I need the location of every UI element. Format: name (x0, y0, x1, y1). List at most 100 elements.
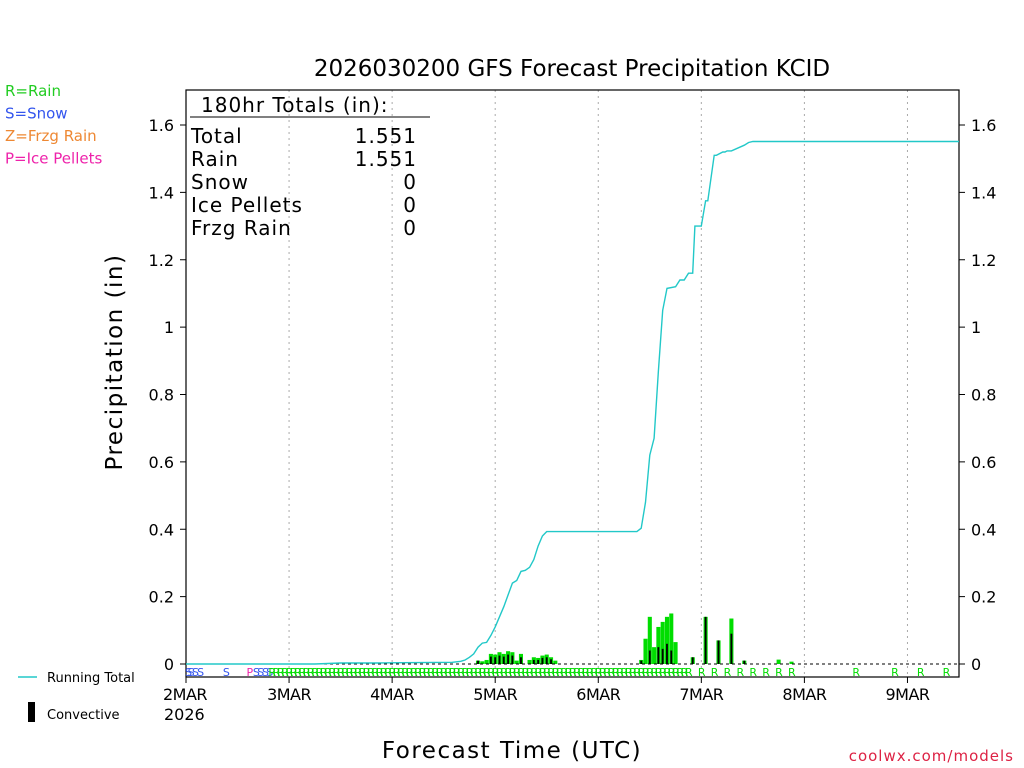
rain-bar (776, 659, 781, 664)
precip-type-marker: S (253, 666, 260, 679)
y-tick-label: 1.4 (149, 183, 174, 202)
rain-bar (664, 616, 670, 664)
rain-bar (647, 616, 652, 664)
x-tick-label: 2MAR (163, 685, 207, 704)
precip-type-marker: S (266, 666, 273, 679)
precip-type-marker: R (307, 666, 315, 679)
precip-type-marker: R (573, 666, 581, 679)
precip-type-marker: R (530, 666, 538, 679)
precip-type-marker: R (492, 666, 500, 679)
precip-type-marker: R (655, 666, 663, 679)
convective-bar (511, 655, 514, 664)
precip-type-marker: S (197, 666, 204, 679)
precip-type-marker: R (363, 666, 371, 679)
precip-type-marker: R (341, 666, 349, 679)
convective-bar (670, 650, 673, 664)
precip-type-marker: R (646, 666, 654, 679)
precip-type-marker: R (749, 666, 757, 679)
precip-type-marker: R (505, 666, 513, 679)
precip-type-marker: R (788, 666, 796, 679)
convective-bar (532, 659, 535, 664)
totals-row-value: 0 (403, 216, 417, 240)
precip-type-marker: R (496, 666, 504, 679)
precip-type-marker: R (535, 666, 543, 679)
totals-header: 180hr Totals (in): (201, 93, 389, 117)
precip-type-marker: R (281, 666, 289, 679)
precip-type-marker: R (273, 666, 281, 679)
precip-type-marker: R (329, 666, 337, 679)
precip-type-marker: R (736, 666, 744, 679)
precip-type-marker: S (262, 666, 269, 679)
y-tick-label-right: 0.4 (971, 520, 996, 539)
precip-type-marker: R (406, 666, 414, 679)
precip-type-marker: R (724, 666, 732, 679)
precip-type-marker: R (638, 666, 646, 679)
rain-bar (484, 659, 489, 664)
convective-bar (657, 647, 660, 664)
y-tick-label: 0.4 (149, 520, 174, 539)
convective-bar (489, 656, 492, 664)
precip-type-marker: R (625, 666, 633, 679)
precip-type-marker: R (698, 666, 706, 679)
y-tick-label: 1 (164, 318, 174, 337)
chart-title: 2026030200 GFS Forecast Precipitation KC… (314, 56, 830, 82)
y-tick-label-right: 0 (971, 655, 981, 674)
convective-bar (502, 656, 505, 664)
precip-type-marker: R (402, 666, 410, 679)
precip-type-marker: R (526, 666, 534, 679)
precip-type-marker: R (324, 666, 332, 679)
precip-type-marker: R (616, 666, 624, 679)
totals-row-label: Rain (191, 147, 239, 171)
convective-bar (520, 657, 522, 664)
convective-bar (730, 633, 733, 664)
precip-type-marker: R (565, 666, 573, 679)
precip-type-marker: R (599, 666, 607, 679)
y-tick-label: 1.6 (149, 116, 174, 135)
x-tick-label: 8MAR (782, 685, 826, 704)
precip-type-marker: R (943, 666, 951, 679)
y-tick-label: 0.6 (149, 453, 174, 472)
precip-type-marker: R (393, 666, 401, 679)
precip-type-marker: R (320, 666, 328, 679)
precip-type-marker: R (590, 666, 598, 679)
type-legend-entry: S=Snow (5, 105, 68, 123)
y-tick-label-right: 0.2 (971, 588, 996, 607)
precip-type-marker: R (891, 666, 899, 679)
rain-bar (789, 661, 794, 664)
totals-row-label: Frzg Rain (191, 216, 292, 240)
precip-type-marker: R (608, 666, 616, 679)
y-tick-label: 0.8 (149, 386, 174, 405)
precip-type-marker: R (311, 666, 319, 679)
precip-type-marker: R (354, 666, 362, 679)
running-total-series (186, 140, 959, 665)
grid-lines (288, 90, 908, 677)
convective-bar (541, 657, 544, 664)
convective-bar (498, 655, 501, 664)
precip-type-marker: R (397, 666, 405, 679)
totals-row-value: 1.551 (355, 124, 417, 148)
type-legend-entry: R=Rain (5, 82, 61, 100)
precip-type-marker: R (277, 666, 285, 679)
precip-type-marker: R (548, 666, 556, 679)
totals-row-label: Ice Pellets (191, 193, 303, 217)
bar-series (475, 613, 794, 664)
precip-type-marker: R (663, 666, 671, 679)
precip-type-marker: R (333, 666, 341, 679)
precip-type-marker: R (676, 666, 684, 679)
rain-bar (643, 638, 648, 664)
convective-bar (550, 659, 552, 664)
convective-bar (704, 616, 707, 664)
precip-type-marker: R (466, 666, 474, 679)
precip-type-marker: R (621, 666, 629, 679)
rain-bar (656, 626, 661, 664)
precip-type-marker: R (470, 666, 478, 679)
convective-bar (661, 648, 664, 664)
precip-type-marker: R (578, 666, 586, 679)
precip-type-marker: R (316, 666, 324, 679)
precip-type-marker: R (500, 666, 508, 679)
x-tick-label: 9MAR (885, 685, 929, 704)
convective-bar (537, 659, 540, 664)
precip-type-marker: R (298, 666, 306, 679)
precip-type-marker: R (453, 666, 461, 679)
